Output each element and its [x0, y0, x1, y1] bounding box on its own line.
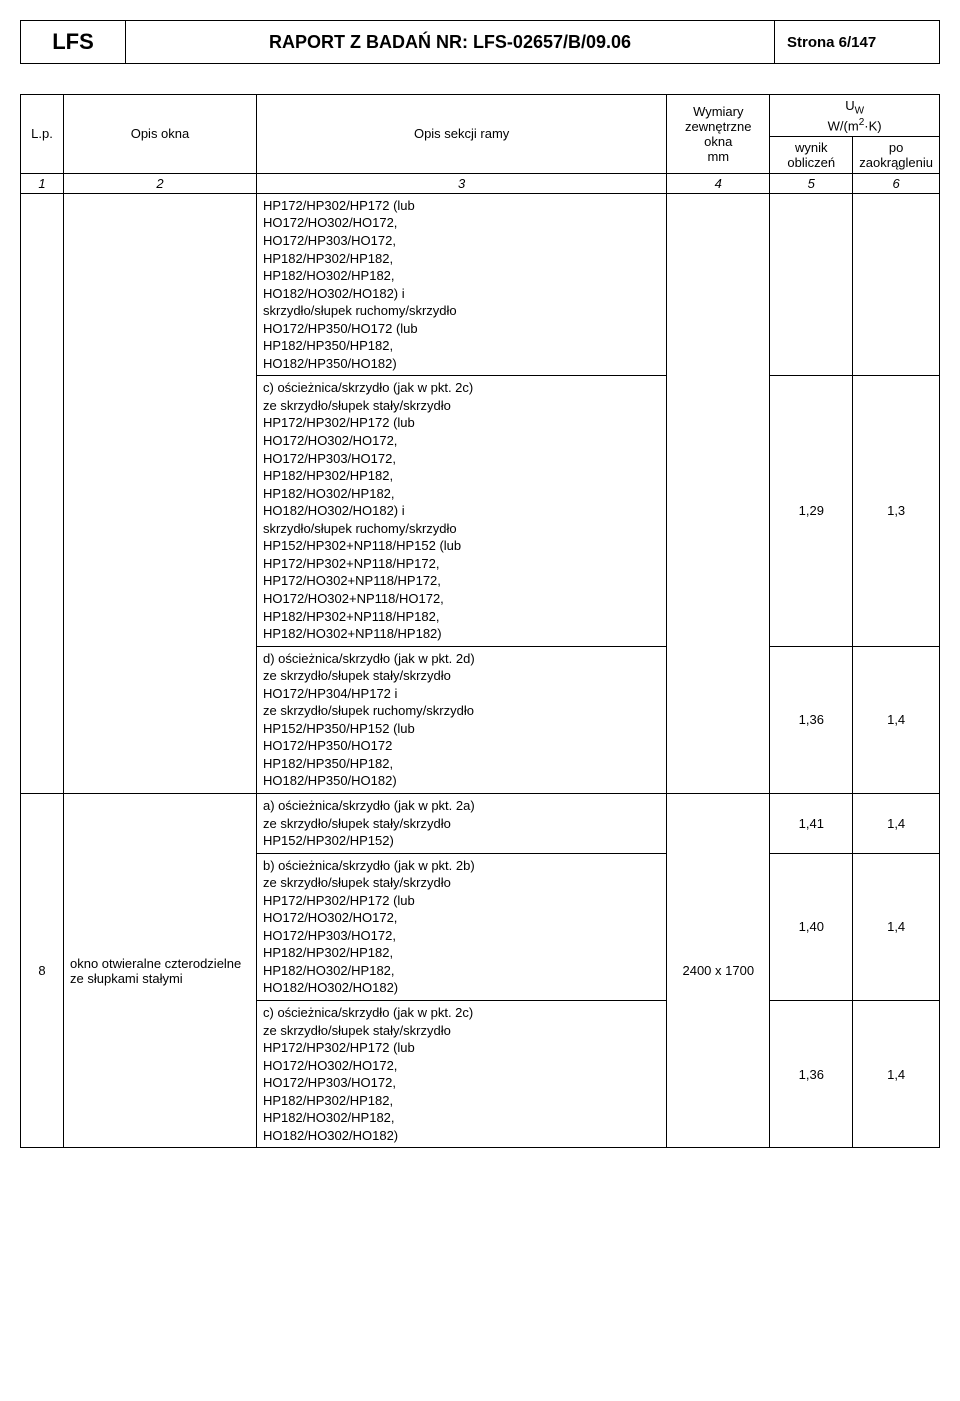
header-lfs: LFS [21, 21, 126, 64]
index-row: 1 2 3 4 5 6 [21, 173, 940, 193]
header-page: Strona 6/147 [775, 21, 940, 64]
report-header: LFS RAPORT Z BADAŃ NR: LFS-02657/B/09.06… [20, 20, 940, 64]
sekcja-cell: c) ościeżnica/skrzydło (jak w pkt. 2c)ze… [257, 1000, 667, 1147]
col-wymiary: Wymiary zewnętrzne okna mm [667, 95, 770, 174]
wymiary-cell: 2400 x 1700 [667, 793, 770, 1147]
lp-cell: 8 [21, 793, 64, 1147]
col-lp: L.p. [21, 95, 64, 174]
table-row: 8 okno otwieralne czterodzielne ze słupk… [21, 793, 940, 853]
table-row: HP172/HP302/HP172 (lubHO172/HO302/HO172,… [21, 193, 940, 375]
sekcja-cell: HP172/HP302/HP172 (lubHO172/HO302/HO172,… [257, 193, 667, 375]
sekcja-cell: d) ościeżnica/skrzydło (jak w pkt. 2d)ze… [257, 646, 667, 793]
col-uw: UW W/(m2·K) [770, 95, 940, 137]
col-wynik: wynik obliczeń [770, 136, 853, 173]
sekcja-cell: c) ościeżnica/skrzydło (jak w pkt. 2c)ze… [257, 376, 667, 646]
data-table: L.p. Opis okna Opis sekcji ramy Wymiary … [20, 94, 940, 1148]
header-title: RAPORT Z BADAŃ NR: LFS-02657/B/09.06 [126, 21, 775, 64]
sekcja-cell: b) ościeżnica/skrzydło (jak w pkt. 2b)ze… [257, 853, 667, 1000]
col-opis-okna: Opis okna [64, 95, 257, 174]
col-sekcja: Opis sekcji ramy [257, 95, 667, 174]
sekcja-cell: a) ościeżnica/skrzydło (jak w pkt. 2a)ze… [257, 793, 667, 853]
opis-okna-cell: okno otwieralne czterodzielne ze słupkam… [64, 793, 257, 1147]
col-po: po zaokrągleniu [853, 136, 940, 173]
